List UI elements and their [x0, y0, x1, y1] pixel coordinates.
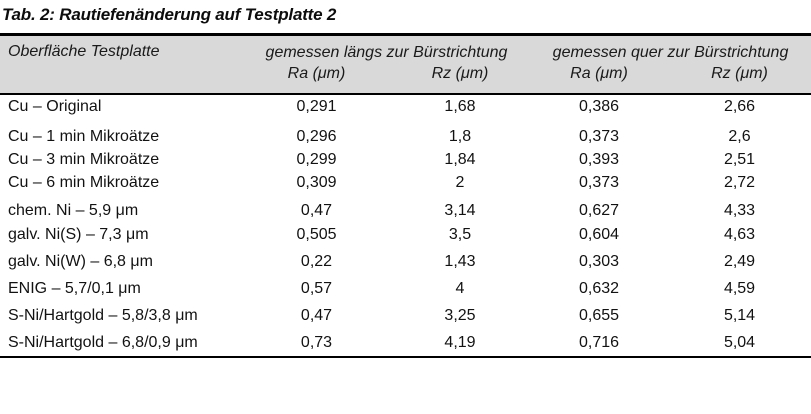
cell-rz-laengs: 3,5 [448, 226, 472, 243]
table-row: S-Ni/Hartgold – 6,8/0,9 μm 0,73 4,19 0,7… [0, 330, 811, 357]
cell-rz-quer: 5,04 [723, 333, 756, 351]
cell-ra-laengs: 0,22 [300, 253, 333, 270]
row-label: chem. Ni – 5,9 μm [8, 201, 139, 219]
cell-rz-quer: 5,14 [723, 307, 756, 324]
row-label: S-Ni/Hartgold – 5,8/3,8 μm [8, 307, 198, 324]
cell-rz-quer: 4,59 [723, 280, 756, 297]
table-header: Oberfläche Testplatte gemessen längs zur… [0, 34, 811, 94]
table-body: Cu – Original 0,291 1,68 0,386 2,66 Cu –… [0, 94, 811, 357]
cell-ra-quer: 0,716 [578, 333, 620, 351]
cell-ra-quer: 0,627 [578, 201, 620, 219]
group-header-laengs: gemessen längs zur Bürstrichtung [265, 43, 508, 61]
table-row: ENIG – 5,7/0,1 μm 0,57 4 0,632 4,59 [0, 276, 811, 303]
cell-rz-quer: 4,63 [723, 226, 756, 243]
row-label: Cu – 6 min Mikroätze [8, 174, 160, 191]
table-row: Cu – 1 min Mikroätze 0,296 1,8 0,373 2,6 [0, 126, 811, 149]
row-label: Cu – 1 min Mikroätze [8, 128, 160, 145]
table-row: Cu – 3 min Mikroätze 0,299 1,84 0,393 2,… [0, 149, 811, 172]
table-row: galv. Ni(W) – 6,8 μm 0,22 1,43 0,303 2,4… [0, 249, 811, 276]
cell-ra-laengs: 0,505 [296, 226, 337, 243]
cell-ra-laengs: 0,296 [296, 128, 337, 145]
cell-ra-laengs: 0,299 [296, 151, 337, 168]
cell-rz-quer: 2,6 [728, 128, 751, 145]
cell-rz-laengs: 1,43 [444, 253, 476, 270]
cell-rz-laengs: 1,8 [448, 128, 472, 145]
group-header-quer: gemessen quer zur Bürstrichtung [552, 43, 789, 61]
cell-rz-quer: 2,49 [723, 253, 756, 270]
table-row: Cu – Original 0,291 1,68 0,386 2,66 [0, 94, 811, 126]
row-label: S-Ni/Hartgold – 6,8/0,9 μm [8, 333, 198, 351]
cell-rz-laengs: 3,25 [444, 307, 476, 324]
cell-rz-quer: 4,33 [723, 201, 756, 219]
row-label: Cu – 3 min Mikroätze [8, 151, 160, 168]
cell-rz-laengs: 2 [455, 174, 465, 191]
cell-ra-laengs: 0,47 [300, 201, 333, 219]
column-header-rz-laengs: Rz (μm) [431, 64, 489, 82]
cell-rz-quer: 2,66 [723, 97, 756, 115]
table-row: Cu – 6 min Mikroätze 0,309 2 0,373 2,72 [0, 172, 811, 195]
cell-ra-laengs: 0,73 [300, 333, 333, 351]
cell-ra-laengs: 0,309 [296, 174, 337, 191]
cell-ra-laengs: 0,291 [296, 97, 337, 115]
row-label: ENIG – 5,7/0,1 μm [8, 280, 141, 297]
cell-ra-laengs: 0,47 [300, 307, 333, 324]
cell-rz-laengs: 4,19 [444, 333, 476, 351]
cell-ra-quer: 0,303 [578, 253, 620, 270]
cell-ra-quer: 0,632 [578, 280, 620, 297]
cell-ra-laengs: 0,57 [300, 280, 333, 297]
cell-rz-quer: 2,51 [723, 151, 756, 168]
column-header-ra-quer: Ra (μm) [570, 64, 628, 82]
table-title: Tab. 2: Rautiefenänderung auf Testplatte… [2, 5, 337, 24]
column-header-rz-quer: Rz (μm) [711, 64, 768, 82]
cell-rz-laengs: 1,84 [444, 151, 476, 168]
row-label: galv. Ni(S) – 7,3 μm [8, 226, 149, 243]
cell-rz-laengs: 3,14 [444, 201, 476, 219]
column-header-ra-laengs: Ra (μm) [287, 64, 346, 82]
cell-ra-quer: 0,373 [578, 128, 620, 145]
table-row: S-Ni/Hartgold – 5,8/3,8 μm 0,47 3,25 0,6… [0, 303, 811, 330]
cell-rz-laengs: 1,68 [444, 97, 476, 115]
table-row: galv. Ni(S) – 7,3 μm 0,505 3,5 0,604 4,6… [0, 222, 811, 249]
column-header-surface: Oberfläche Testplatte [8, 43, 160, 60]
cell-ra-quer: 0,655 [578, 307, 620, 324]
row-label: Cu – Original [8, 97, 102, 115]
group-header-row: Oberfläche Testplatte gemessen längs zur… [0, 34, 811, 65]
table-row: chem. Ni – 5,9 μm 0,47 3,14 0,627 4,33 [0, 195, 811, 222]
row-label: galv. Ni(W) – 6,8 μm [8, 253, 153, 270]
cell-rz-quer: 2,72 [723, 174, 756, 191]
cell-ra-quer: 0,393 [578, 151, 620, 168]
cell-ra-quer: 0,386 [578, 97, 620, 115]
cell-ra-quer: 0,604 [578, 226, 620, 243]
roughness-data-table: Oberfläche Testplatte gemessen längs zur… [0, 33, 811, 358]
cell-ra-quer: 0,373 [578, 174, 620, 191]
cell-rz-laengs: 4 [455, 280, 465, 297]
